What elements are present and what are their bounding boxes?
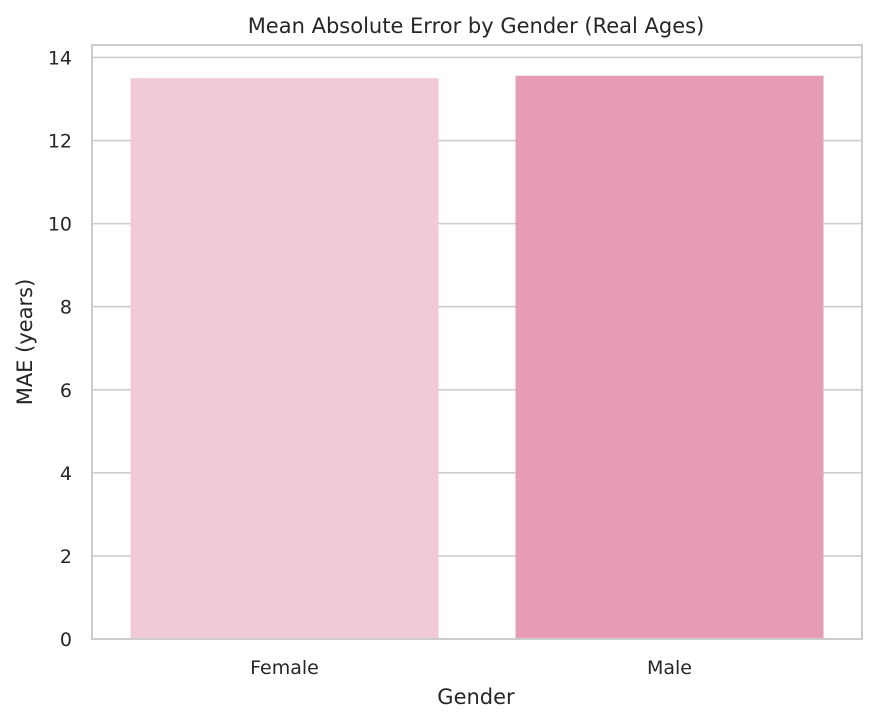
y-tick-label: 12 bbox=[48, 131, 72, 153]
chart-title: Mean Absolute Error by Gender (Real Ages… bbox=[248, 14, 705, 38]
y-tick-label: 4 bbox=[60, 463, 72, 485]
y-axis-title: MAE (years) bbox=[13, 279, 37, 406]
y-tick-label: 8 bbox=[60, 297, 72, 319]
bars bbox=[130, 75, 824, 639]
y-tick-label: 10 bbox=[48, 214, 72, 236]
y-tick-label: 2 bbox=[60, 546, 72, 568]
y-tick-label: 14 bbox=[48, 47, 72, 69]
y-tick-label: 6 bbox=[60, 380, 72, 402]
x-tick-label: Female bbox=[250, 657, 319, 679]
bar-female bbox=[130, 78, 439, 639]
x-tick-labels: Female Male bbox=[250, 657, 692, 679]
x-axis-title: Gender bbox=[437, 685, 515, 709]
y-tick-label: 0 bbox=[60, 629, 72, 651]
x-tick-label: Male bbox=[647, 657, 692, 679]
y-tick-labels: 0 2 4 6 8 10 12 14 bbox=[48, 47, 72, 651]
bar-male bbox=[515, 75, 824, 639]
plot-frame bbox=[91, 44, 863, 640]
